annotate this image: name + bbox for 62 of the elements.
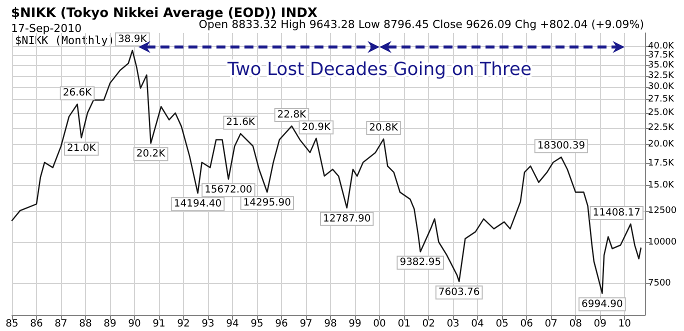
annotation: 20.8K [369,122,398,134]
x-tick-label: 96 [275,318,288,330]
annotation: 15672.00 [204,184,252,196]
annotation: 20.9K [302,122,332,133]
line-series [11,50,642,294]
x-tick-label: 04 [471,318,484,330]
x-tick-label: 95 [250,318,264,330]
x-tick-label: 10 [618,318,631,330]
x-tick-label: 09 [594,318,606,330]
y-tick-label: 37.5K [648,50,676,61]
x-tick-label: 90 [128,318,141,330]
x-tick-label: 94 [226,318,239,330]
annotation: Two Lost Decades Going on Three [226,59,532,80]
x-tick-label: 00 [373,318,386,330]
x-tick-label: 86 [30,318,43,330]
annotation: 20.2K [136,148,166,160]
x-tick-label: 02 [422,318,435,330]
x-tick-label: 99 [348,318,362,330]
y-tick-label: 17.5K [648,158,676,168]
x-tick-label: 92 [177,318,190,330]
chart-subtitle: 17-Sep-2010 [11,22,82,35]
x-tick-label: 08 [569,318,582,330]
text: Open 8833.32 High 9643.28 Low 8796.45 Close 9626.09 Chg +802.04 (+9.09%) [198,18,644,31]
annotation: 22.8K [277,110,307,121]
y-tick-label: 7500 [648,278,672,288]
annotation: 14295.90 [243,198,292,209]
x-tick-label: 01 [398,318,410,330]
annotation: 18300.39 [537,140,586,152]
x-tick-label: 07 [544,318,558,330]
y-tick-label: 35.0K [648,60,676,70]
y-tick-label: 15.0K [648,180,676,190]
x-tick-label: 05 [496,318,508,330]
chart-title: $NIKK (Tokyo Nikkei Average (EOD)) INDX [11,6,318,21]
annotation: 14194.40 [174,198,222,210]
y-tick-label: 12500 [648,206,677,216]
annotation: 26.6K [62,88,92,99]
x-tick-label: 85 [6,318,18,330]
annotation: 7603.76 [438,286,480,298]
y-tick-label: 10000 [648,238,677,248]
annotation: 6994.90 [582,298,623,310]
y-tick-label: 27.5K [648,94,676,105]
annotation: 9382.95 [400,257,442,268]
x-tick-label: 88 [79,318,92,330]
x-tick-label: 97 [300,318,312,330]
x-tick-label: 93 [202,318,214,330]
x-tick-label: 98 [324,318,337,330]
x-tick-label: 87 [54,318,68,330]
annotation: 12787.90 [322,213,371,224]
y-tick-label: 40.0K [648,41,676,52]
y-tick-label: 30.0K [648,82,676,92]
annotation: 38.9K [118,34,148,45]
annotation: 21.6K [226,117,256,128]
annotation: 21.0K [66,143,96,154]
annotation: 11408.17 [592,208,640,219]
x-tick-label: 06 [520,318,533,330]
x-tick-label: 89 [104,318,116,330]
x-tick-label: 03 [446,318,460,330]
y-tick-label: 32.5K [648,70,676,81]
y-tick-label: 20.0K [648,140,676,150]
y-tick-label: 22.5K [648,122,676,133]
y-tick-label: 25.0K [648,108,676,118]
x-tick-label: 91 [152,318,166,330]
